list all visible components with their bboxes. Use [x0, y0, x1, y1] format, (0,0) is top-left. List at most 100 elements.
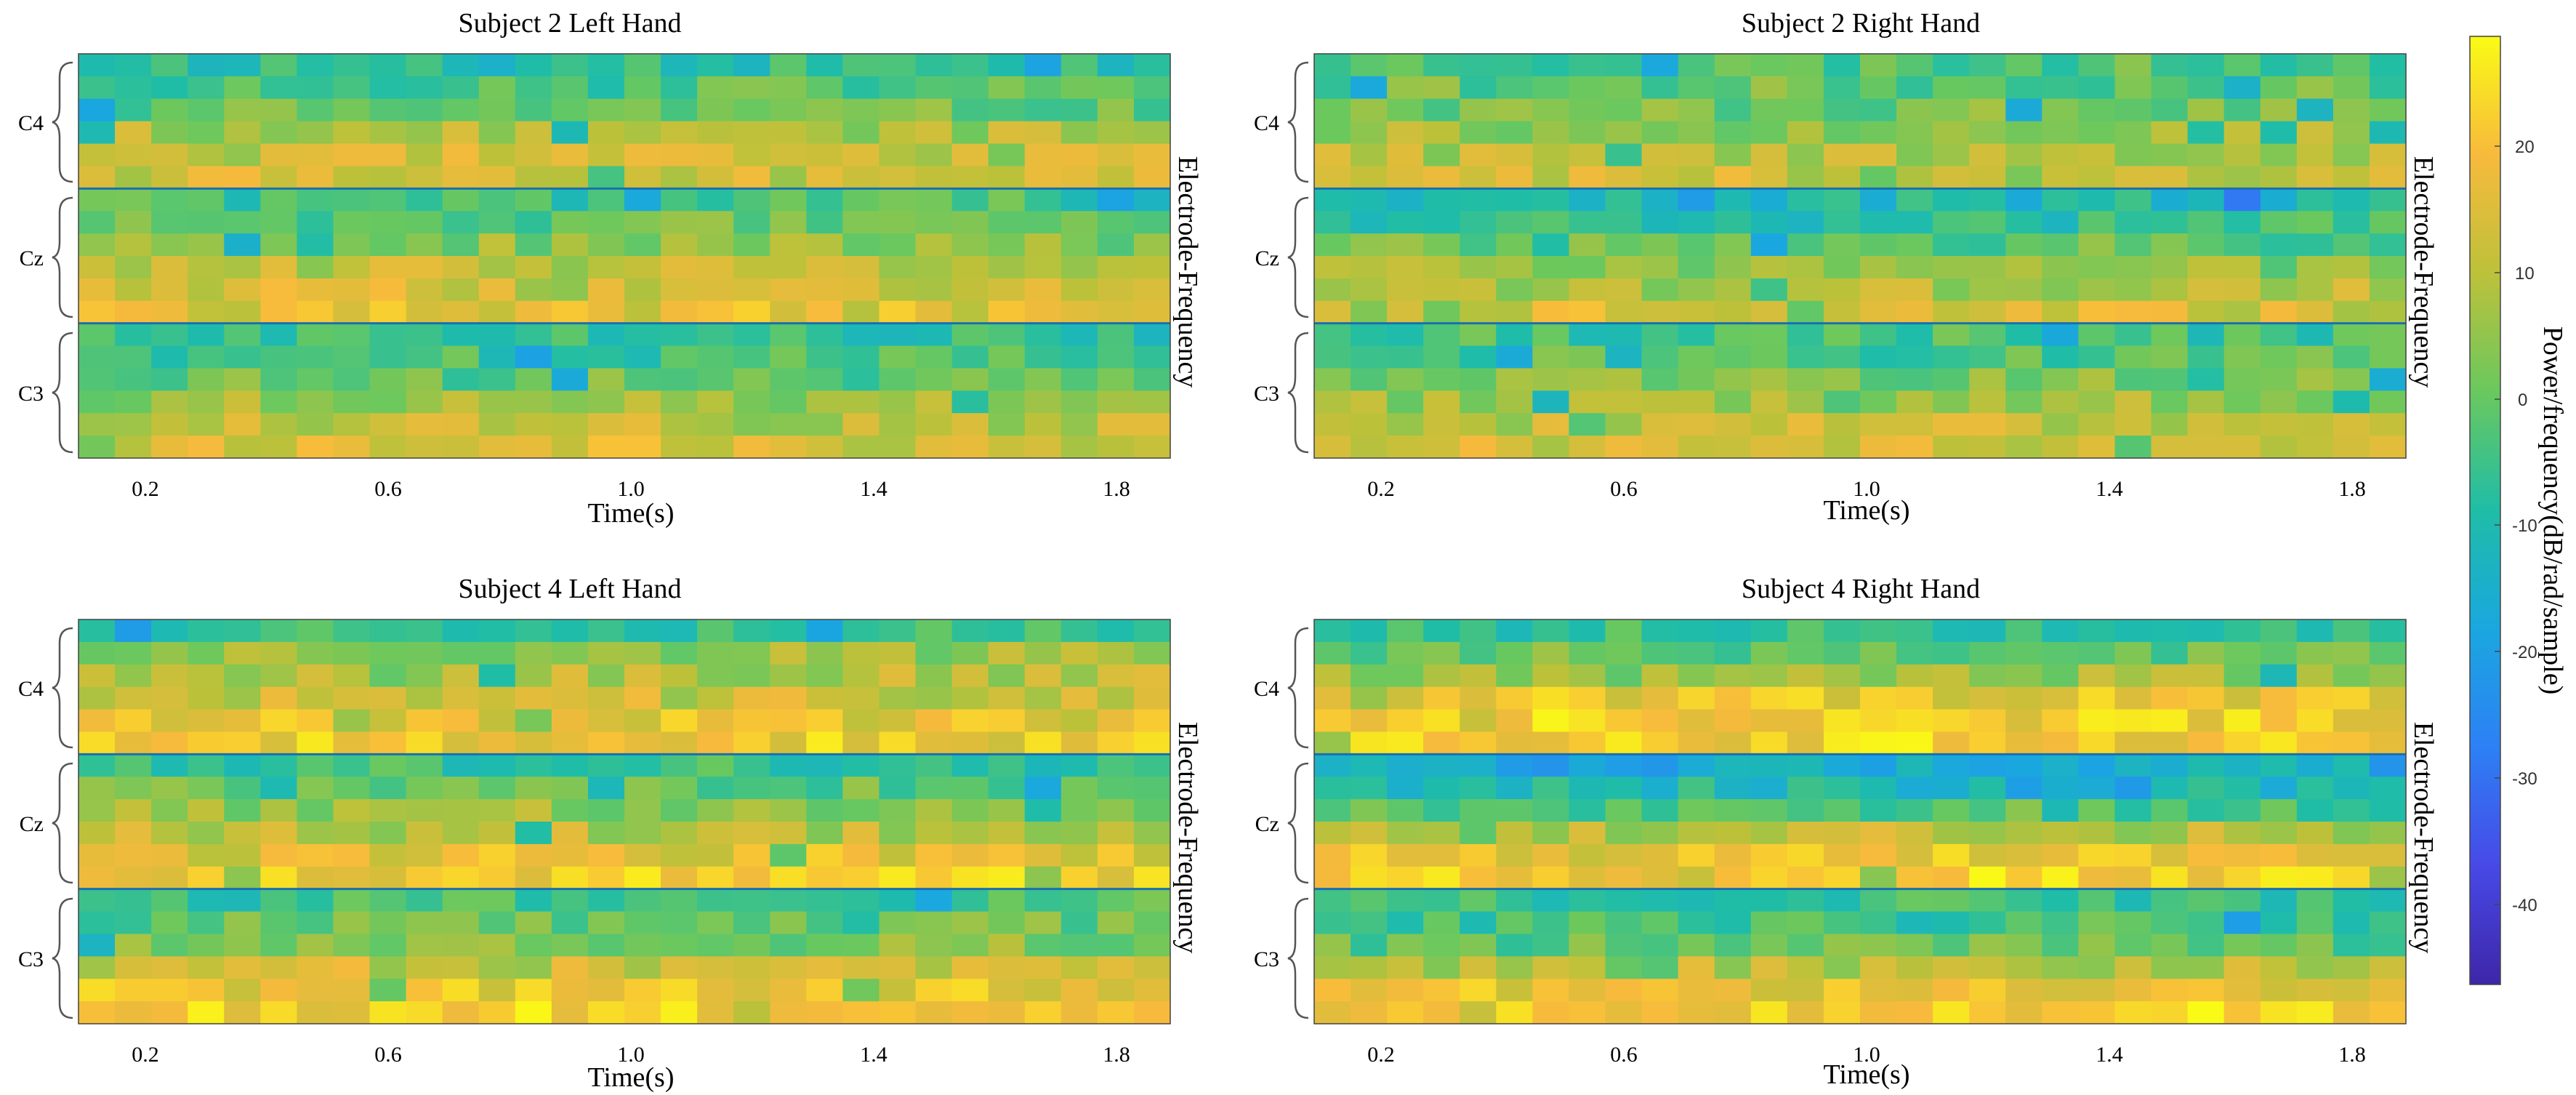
- heatmap-cell: [2333, 843, 2370, 867]
- panel-title: Subject 4 Left Hand: [458, 574, 681, 604]
- heatmap-cell: [1496, 345, 1533, 369]
- heatmap-cell: [1787, 345, 1824, 369]
- heatmap-cell: [1532, 843, 1570, 867]
- heatmap-cell: [770, 889, 807, 912]
- heatmap-cell: [951, 166, 989, 189]
- heatmap-cell: [951, 709, 989, 733]
- heatmap-cell: [1387, 777, 1424, 800]
- heatmap-cell: [1496, 300, 1533, 324]
- heatmap-cell: [1532, 233, 1570, 257]
- heatmap-cell: [806, 641, 843, 665]
- heatmap-cell: [1532, 889, 1570, 912]
- heatmap-cell: [2223, 866, 2261, 890]
- heatmap-cell: [551, 233, 589, 257]
- heatmap-cell: [1896, 211, 1933, 234]
- heatmap-cell: [2223, 1001, 2261, 1024]
- heatmap-cell: [1133, 686, 1171, 710]
- heatmap-cell: [297, 390, 334, 414]
- heatmap-cell: [733, 368, 770, 391]
- heatmap-cell: [260, 619, 297, 643]
- heatmap-cell: [1133, 641, 1171, 665]
- heatmap-cell: [551, 1001, 589, 1024]
- heatmap-cell: [1750, 843, 1788, 867]
- x-tick-label: 1.8: [2338, 477, 2366, 501]
- heatmap-cell: [587, 233, 625, 257]
- heatmap-cell: [115, 436, 152, 459]
- heatmap-cell: [770, 300, 807, 324]
- heatmap-cell: [1133, 121, 1171, 145]
- heatmap-cell: [915, 843, 953, 867]
- heatmap-cell: [115, 413, 152, 436]
- heatmap-cell: [951, 619, 989, 643]
- heatmap-cell: [806, 300, 843, 324]
- heatmap-cell: [1605, 911, 1643, 935]
- heatmap-cell: [151, 188, 188, 212]
- heatmap-cell: [188, 390, 225, 414]
- heatmap-cell: [2078, 731, 2116, 755]
- heatmap-cell: [1896, 1001, 1933, 1024]
- heatmap-cell: [1097, 54, 1135, 77]
- x-tick-label: 1.8: [2338, 1043, 2366, 1067]
- heatmap-cell: [1133, 754, 1171, 777]
- heatmap-cell: [1460, 843, 1497, 867]
- heatmap-cell: [478, 233, 516, 257]
- heatmap-cell: [551, 54, 589, 77]
- heatmap-cell: [1097, 368, 1135, 391]
- heatmap-cell: [2078, 799, 2116, 822]
- heatmap-cell: [2151, 889, 2189, 912]
- heatmap-cell: [297, 76, 334, 100]
- heatmap-cell: [2369, 619, 2407, 643]
- heatmap-cell: [2042, 956, 2079, 979]
- heatmap-cell: [1351, 664, 1388, 688]
- heatmap-cell: [988, 345, 1026, 369]
- heatmap-cell: [587, 300, 625, 324]
- heatmap-cell: [2333, 323, 2370, 347]
- heatmap-cell: [1605, 843, 1643, 867]
- heatmap-cell: [697, 188, 734, 212]
- heatmap-cell: [551, 121, 589, 145]
- heatmap-cell: [2042, 889, 2079, 912]
- heatmap-cell: [2151, 98, 2189, 122]
- heatmap-cell: [551, 709, 589, 733]
- heatmap-cell: [224, 889, 261, 912]
- heatmap-cell: [1896, 799, 1933, 822]
- heatmap-cell: [1351, 76, 1388, 100]
- heatmap-cell: [988, 121, 1026, 145]
- heatmap-cell: [1787, 934, 1824, 957]
- heatmap-cell: [1460, 188, 1497, 212]
- heatmap-cell: [515, 866, 552, 890]
- heatmap-cell: [1024, 979, 1062, 1002]
- heatmap-cell: [1641, 686, 1679, 710]
- x-tick-label: 1.0: [617, 477, 645, 501]
- heatmap-cell: [915, 413, 953, 436]
- heatmap-cell: [1933, 777, 1970, 800]
- heatmap-cell: [1423, 345, 1460, 369]
- heatmap-cell: [442, 889, 480, 912]
- heatmap-cell: [1351, 799, 1388, 822]
- heatmap-cell: [1641, 345, 1679, 369]
- heatmap-cell: [1387, 731, 1424, 755]
- heatmap-cell: [188, 233, 225, 257]
- heatmap-cell: [2369, 166, 2407, 189]
- heatmap-cell: [1933, 641, 1970, 665]
- heatmap-cell: [915, 641, 953, 665]
- heatmap-cell: [624, 754, 661, 777]
- heatmap-cell: [1532, 323, 1570, 347]
- heatmap-cell: [879, 799, 917, 822]
- heatmap-cell: [2260, 619, 2298, 643]
- heatmap-cell: [1024, 390, 1062, 414]
- heatmap-cell: [1860, 278, 1897, 302]
- heatmap-cell: [661, 866, 698, 890]
- heatmap-cell: [2333, 436, 2370, 459]
- heatmap-cell: [1823, 413, 1861, 436]
- heatmap-cell: [1860, 641, 1897, 665]
- heatmap-cell: [1024, 413, 1062, 436]
- heatmap-cell: [2151, 731, 2189, 755]
- electrode-label-c3: C3: [1254, 947, 1279, 971]
- heatmap-cell: [2223, 934, 2261, 957]
- heatmap-cell: [115, 799, 152, 822]
- heatmap-cell: [661, 777, 698, 800]
- heatmap-cell: [1423, 979, 1460, 1002]
- heatmap-cell: [1605, 300, 1643, 324]
- heatmap-cell: [1387, 889, 1424, 912]
